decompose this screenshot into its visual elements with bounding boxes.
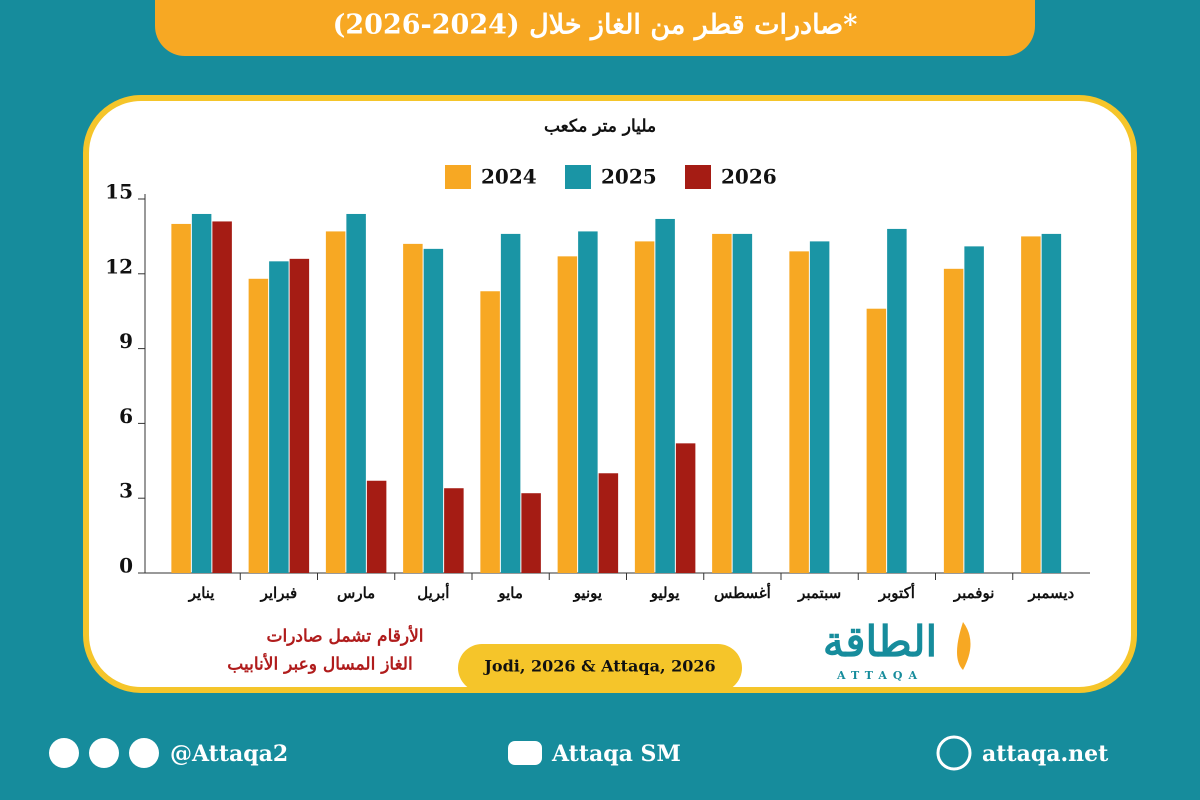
y-tick-label: 15 <box>105 180 133 204</box>
bar <box>212 221 232 573</box>
bar <box>732 233 753 573</box>
footer-youtube: Attaqa SM <box>551 741 681 767</box>
x-tick-label: أكتوبر <box>878 582 915 602</box>
web-icon[interactable] <box>936 735 972 771</box>
title-banner <box>155 0 1035 56</box>
bar <box>248 278 269 573</box>
y-tick-label: 0 <box>119 554 133 578</box>
legend-swatch <box>565 165 591 189</box>
bar <box>634 241 655 574</box>
chart-title: صادرات قطر من الغاز خلال (2024-2026)* <box>333 10 858 42</box>
bar <box>675 443 696 573</box>
source-box <box>458 644 742 692</box>
bar <box>964 246 984 573</box>
footer-social: @Attaqa2 <box>170 741 288 767</box>
legend-swatch <box>685 165 711 189</box>
instagram-icon[interactable] <box>89 738 119 768</box>
logo-latin: ATTAQA <box>836 669 923 682</box>
bar <box>887 228 907 574</box>
bar <box>289 258 310 573</box>
bar <box>809 241 830 574</box>
x-tick-label: سبتمبر <box>797 584 841 602</box>
source: Jodi, 2026 & Attaqa, 2026 <box>482 657 715 676</box>
x-tick-label: يونيو <box>573 584 602 602</box>
bar <box>171 223 191 573</box>
x-tick-label: أبريل <box>417 582 449 602</box>
bar <box>1041 233 1062 573</box>
bar <box>578 231 598 573</box>
y-tick-label: 3 <box>119 479 133 503</box>
bar <box>712 233 732 573</box>
bar <box>346 213 366 573</box>
legend-label: 2025 <box>601 165 657 189</box>
facebook-icon[interactable] <box>129 738 159 768</box>
note: الغاز المسال وعبر الأنابيب <box>227 653 412 675</box>
x-tick-label: أغسطس <box>714 582 771 602</box>
x-tick-label: مارس <box>337 584 375 602</box>
x-tick-label: يناير <box>188 584 215 602</box>
bar <box>866 308 887 573</box>
bar <box>943 268 964 573</box>
bar <box>444 488 464 573</box>
bar <box>500 233 521 573</box>
bar <box>598 473 619 573</box>
y-tick-label: 9 <box>119 329 133 353</box>
y-tick-label: 6 <box>119 404 133 428</box>
bar <box>423 248 444 573</box>
legend-label: 2026 <box>721 165 777 189</box>
x-tick-label: فبراير <box>260 584 298 602</box>
bar <box>557 256 578 573</box>
bar <box>480 291 500 573</box>
bar <box>366 480 387 573</box>
x-tick-label: مايو <box>497 584 523 602</box>
bar <box>269 261 289 573</box>
x-tick-label: يوليو <box>650 584 680 602</box>
bar <box>403 243 423 573</box>
youtube-icon[interactable] <box>508 741 542 765</box>
y-tick-label: 12 <box>105 254 133 278</box>
logo-icon <box>957 622 971 670</box>
legend-label: 2024 <box>481 165 537 189</box>
x-tick-label: ديسمبر <box>1028 584 1075 602</box>
legend-swatch <box>445 165 471 189</box>
x-icon[interactable] <box>49 738 79 768</box>
bar <box>191 213 212 573</box>
note: الأرقام تشمل صادرات <box>266 625 423 647</box>
logo: الطاقة <box>823 617 937 666</box>
bar <box>325 231 346 573</box>
bar <box>521 493 541 573</box>
y-axis-label: مليار متر مكعب <box>544 117 656 137</box>
bar <box>1021 236 1041 573</box>
bar <box>655 218 675 574</box>
footer-website: attaqa.net <box>982 741 1109 767</box>
x-tick-label: نوفمبر <box>953 584 995 602</box>
bar <box>789 251 809 574</box>
